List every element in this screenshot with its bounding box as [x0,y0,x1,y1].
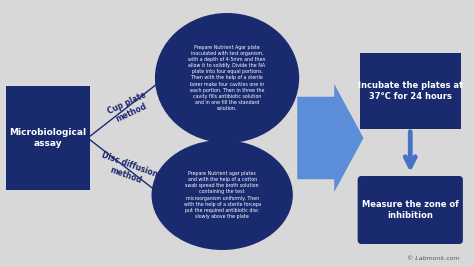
Text: Disc diffusion
method: Disc diffusion method [97,151,159,189]
Text: Measure the zone of
inhibition: Measure the zone of inhibition [362,200,459,220]
Ellipse shape [152,140,293,250]
Text: Incubate the plates at
37°C for 24 hours: Incubate the plates at 37°C for 24 hours [358,81,463,101]
FancyBboxPatch shape [6,86,90,190]
Text: Cup plate
method: Cup plate method [107,90,153,126]
FancyArrow shape [297,84,364,192]
FancyBboxPatch shape [360,53,461,129]
Ellipse shape [155,13,299,143]
Text: © Labmonk.com: © Labmonk.com [407,256,460,261]
Text: Microbiological
assay: Microbiological assay [9,128,86,148]
FancyBboxPatch shape [358,176,463,244]
Text: Prepare Nutrient Agar plate
inoculated with test organism,
with a depth of 4-5mm: Prepare Nutrient Agar plate inoculated w… [188,44,266,111]
Text: Prepare Nutrient agar plates
and with the help of a cotton
swab spread the broth: Prepare Nutrient agar plates and with th… [183,171,261,219]
